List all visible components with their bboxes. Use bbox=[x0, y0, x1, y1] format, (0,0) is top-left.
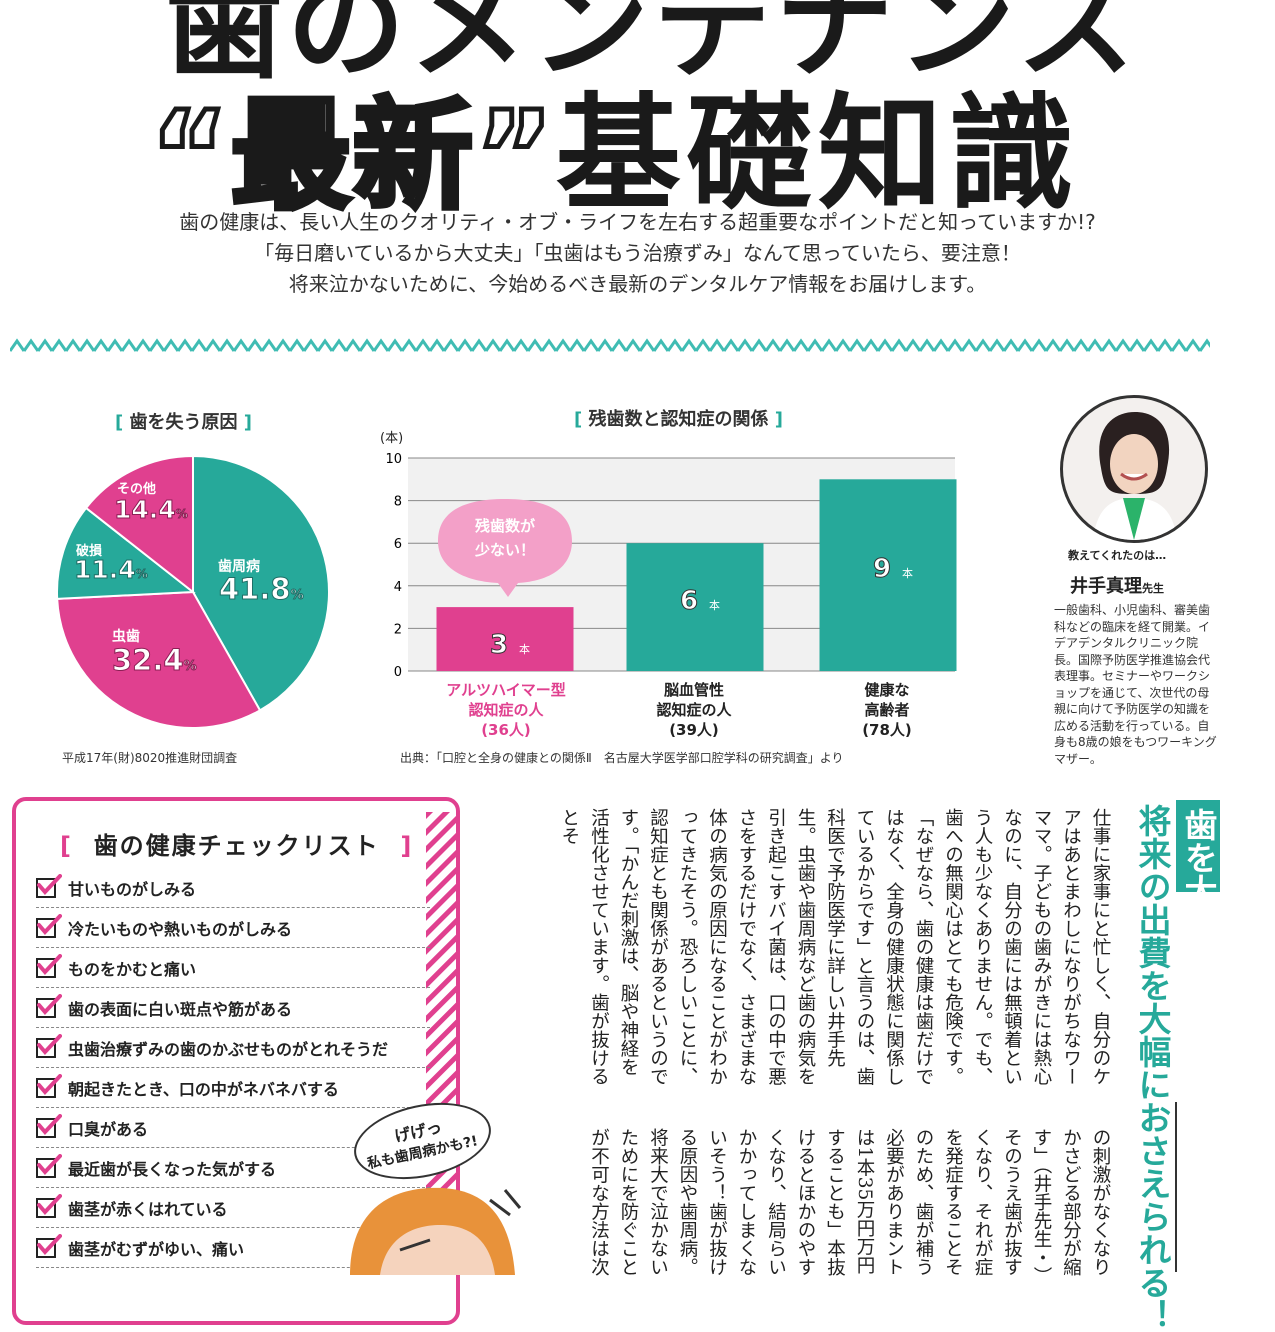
bar-y-unit: (本) bbox=[380, 431, 404, 446]
bar-source: 出典：「口腔と全身の健康との関係Ⅱ 名古屋大学医学部口腔学科の研究調査」より bbox=[400, 751, 844, 765]
title-keyword: 基礎知識 bbox=[555, 82, 1080, 227]
pie-label-other-name: その他 bbox=[117, 482, 157, 497]
intro-line: 歯の健康は、長い人生のクオリティ・オブ・ライフを左右する超重要なポイントだと知っ… bbox=[179, 210, 1096, 234]
profile-name: 井手真理先生 bbox=[1070, 576, 1164, 597]
y-tick-label: 4 bbox=[394, 580, 402, 595]
bar-2 bbox=[819, 479, 957, 671]
annotation-text: 残歯数が 少ない！ bbox=[474, 517, 535, 559]
pie-label-caries-value: 32.4% bbox=[112, 643, 198, 678]
zigzag-divider bbox=[10, 338, 1210, 354]
title-quoted-word: “最新” bbox=[148, 85, 557, 229]
bar-unit-label: 本 bbox=[902, 566, 913, 580]
checkbox-checked-icon[interactable] bbox=[36, 1113, 62, 1138]
bar-category-label: 脳血管性 認知症の人 (39人) bbox=[656, 681, 732, 739]
checklist-item[interactable]: 歯茎がむずがゆい、痛い bbox=[36, 1228, 430, 1268]
pie-chart-title: [ 歯を失う原因 ] bbox=[115, 412, 253, 433]
intro-text: 歯の健康は、長い人生のクオリティ・オブ・ライフを左右する超重要なポイントだと知っ… bbox=[0, 207, 1275, 300]
checkbox-checked-icon[interactable] bbox=[36, 993, 62, 1018]
checklist-item[interactable]: 虫歯治療ずみの歯のかぶせものがとれそうだ bbox=[36, 1028, 430, 1068]
annotation-bubble bbox=[438, 499, 572, 597]
checkbox-checked-icon[interactable] bbox=[36, 1193, 62, 1218]
checklist-item-label: 口臭がある bbox=[68, 1119, 149, 1139]
checklist-item-label: 歯茎が赤くはれている bbox=[68, 1199, 228, 1219]
pie-slice-2 bbox=[56, 506, 196, 600]
headline-badge bbox=[1176, 800, 1220, 892]
checklist-item-label: ものをかむと痛い bbox=[68, 959, 197, 979]
title-line1: 歯のメンテナンス bbox=[165, 0, 1139, 95]
bar-1 bbox=[626, 543, 764, 671]
profile-bio: 一般歯科、小児歯科、審美歯科などの臨床を経て開業。イデアデンタルクリニック院長。… bbox=[1054, 603, 1217, 766]
pie-chart bbox=[56, 454, 330, 729]
checklist-item[interactable]: 最近歯が長くなった気がする bbox=[36, 1148, 430, 1188]
checklist-item-label: 冷たいものや熱いものがしみる bbox=[68, 919, 293, 939]
checkbox-checked-icon[interactable] bbox=[36, 953, 62, 978]
body-text-upper: 仕事に家事にと忙しく、自分のケアはあとまわしになりがちなワーママ。子どもの歯みが… bbox=[559, 808, 1111, 1086]
checklist-item[interactable]: 歯茎が赤くはれている bbox=[36, 1188, 430, 1228]
checklist-item-label: 虫歯治療ずみの歯のかぶせものがとれそうだ bbox=[68, 1039, 389, 1059]
bar-value-label: 3 bbox=[490, 630, 508, 660]
title-line2: “最新”基礎知識 bbox=[148, 52, 1080, 233]
headline-rule bbox=[1175, 1102, 1177, 1272]
bar-chart-title: [ 残歯数と認知症の関係 ] bbox=[574, 409, 784, 430]
checklist-item-label: 歯茎がむずがゆい、痛い bbox=[68, 1239, 245, 1259]
doctor-portrait bbox=[1060, 395, 1208, 543]
pie-label-perio-value: 41.8% bbox=[219, 572, 305, 607]
checklist-item[interactable]: ものをかむと痛い bbox=[36, 948, 430, 988]
checklist-item-label: 最近歯が長くなった気がする bbox=[68, 1159, 277, 1179]
checklist-title: [ 歯の健康チェックリスト ] bbox=[60, 832, 414, 860]
checklist-item[interactable]: 冷たいものや熱いものがしみる bbox=[36, 908, 430, 948]
y-tick-label: 8 bbox=[394, 495, 402, 510]
bar-category-label: アルツハイマー型 認知症の人 (36人) bbox=[446, 681, 566, 739]
woman-illustration bbox=[350, 1187, 522, 1275]
pie-slice-1 bbox=[56, 590, 262, 729]
checklist-item-label: 甘いものがしみる bbox=[68, 879, 197, 899]
bar-0 bbox=[436, 607, 574, 671]
y-tick-label: 0 bbox=[394, 665, 402, 680]
headline-line1: 歯を大切にすることで bbox=[1179, 808, 1218, 1138]
profile-subtitle: 教えてくれたのは… bbox=[1068, 549, 1167, 562]
checklist-item-label: 朝起きたとき、口の中がネバネバする bbox=[68, 1079, 339, 1099]
pie-source: 平成17年(財)8020推進財団調査 bbox=[62, 751, 238, 765]
pie-slice-0 bbox=[192, 454, 330, 712]
body-text-lower: の刺激がなくなりかさどる部分が縮す」（井手先生・）そのうえ歯が抜すくなり、それが… bbox=[588, 1128, 1112, 1286]
bar-unit-label: 本 bbox=[519, 642, 530, 656]
y-tick-label: 6 bbox=[394, 537, 402, 552]
intro-line: 将来泣かないために、今始めるべき最新のデンタルケア情報をお届けします。 bbox=[288, 272, 987, 296]
headline-line1-rest bbox=[1176, 898, 1220, 1098]
checkbox-checked-icon[interactable] bbox=[36, 873, 62, 898]
pie-slice-3 bbox=[84, 454, 194, 595]
checklist-item[interactable]: 朝起きたとき、口の中がネバネバする bbox=[36, 1068, 430, 1108]
checkbox-checked-icon[interactable] bbox=[36, 913, 62, 938]
intro-line: 「毎日磨いているから大丈夫」「虫歯はもう治療ずみ」なんて思っていたら、要注意！ bbox=[254, 241, 1021, 265]
checkbox-checked-icon[interactable] bbox=[36, 1233, 62, 1258]
bar-category-label: 健康な 高齢者 (78人) bbox=[862, 681, 912, 739]
pie-label-other-value: 14.4% bbox=[114, 495, 189, 525]
headline-line2: 将来の出費を大幅におさえられる！ bbox=[1133, 804, 1172, 1332]
checklist-item[interactable]: 甘いものがしみる bbox=[36, 868, 430, 908]
checklist-item[interactable]: 口臭がある bbox=[36, 1108, 430, 1148]
checklist-item-label: 歯の表面に白い斑点や筋がある bbox=[68, 999, 293, 1019]
bar-value-label: 9 bbox=[873, 554, 891, 584]
bar-value-label: 6 bbox=[680, 586, 698, 616]
pie-label-perio-name: 歯周病 bbox=[218, 559, 260, 575]
pie-label-broken-name: 破損 bbox=[76, 544, 103, 559]
y-tick-label: 10 bbox=[385, 452, 402, 467]
y-tick-label: 2 bbox=[394, 622, 402, 637]
pie-label-caries-name: 虫歯 bbox=[112, 629, 140, 645]
checkbox-checked-icon[interactable] bbox=[36, 1153, 62, 1178]
pie-label-broken-value: 11.4% bbox=[74, 555, 149, 585]
checkbox-checked-icon[interactable] bbox=[36, 1033, 62, 1058]
checkbox-checked-icon[interactable] bbox=[36, 1073, 62, 1098]
checklist-item[interactable]: 歯の表面に白い斑点や筋がある bbox=[36, 988, 430, 1028]
bar-unit-label: 本 bbox=[709, 598, 720, 612]
